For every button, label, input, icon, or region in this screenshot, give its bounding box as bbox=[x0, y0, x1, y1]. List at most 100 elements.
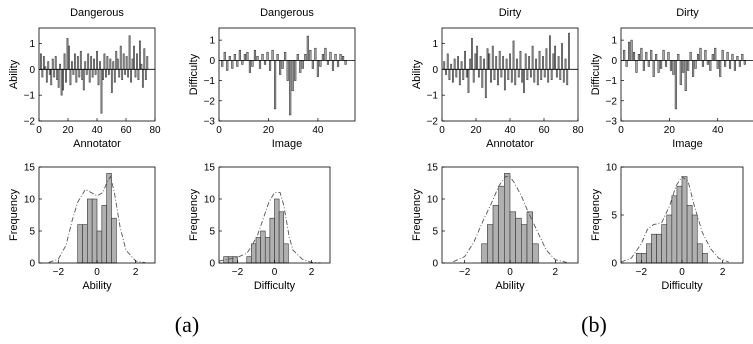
bar bbox=[465, 69, 468, 78]
y-tick-label: −3 bbox=[204, 117, 216, 128]
histogram-bar bbox=[82, 224, 88, 264]
bar bbox=[738, 60, 741, 67]
bar bbox=[131, 58, 134, 70]
bar bbox=[568, 32, 570, 70]
bar bbox=[140, 63, 143, 70]
bar bbox=[542, 56, 544, 70]
x-tick-label: 2 bbox=[133, 267, 139, 278]
bar bbox=[516, 58, 518, 70]
y-tick-label: 5 bbox=[29, 227, 35, 238]
bar bbox=[479, 56, 482, 70]
histogram-bar bbox=[671, 195, 678, 264]
chart-a4: −2 0 2 0 5 10 15 Difficulty Frequency bbox=[188, 163, 331, 292]
histogram-bar bbox=[526, 211, 533, 264]
bar bbox=[549, 35, 551, 70]
bar bbox=[562, 69, 565, 83]
bar bbox=[455, 69, 458, 78]
bar bbox=[339, 53, 342, 61]
bar bbox=[258, 60, 262, 69]
bar bbox=[115, 50, 118, 70]
x-axis-label: Annotator bbox=[73, 138, 121, 150]
bar bbox=[136, 53, 138, 70]
bar bbox=[103, 53, 106, 70]
x-axis-label: Ability bbox=[495, 280, 525, 292]
histogram-bar bbox=[111, 217, 117, 264]
bar bbox=[100, 69, 103, 114]
bar bbox=[469, 58, 472, 70]
chart-b3: −2 0 2 0 5 10 15 Ability Frequency bbox=[411, 163, 579, 292]
bar bbox=[71, 61, 73, 70]
bar bbox=[130, 69, 132, 83]
bar bbox=[540, 69, 543, 80]
bar bbox=[124, 69, 127, 75]
bar bbox=[291, 60, 294, 91]
bar bbox=[336, 60, 340, 67]
bar bbox=[119, 45, 122, 70]
histogram-bar bbox=[515, 217, 522, 264]
bar bbox=[443, 61, 446, 70]
bar bbox=[493, 69, 496, 80]
y-tick-label: 0 bbox=[432, 259, 438, 270]
bar bbox=[125, 56, 128, 70]
histogram-bar bbox=[481, 243, 488, 264]
bar bbox=[507, 69, 510, 80]
bar bbox=[73, 53, 76, 70]
histogram-bar bbox=[274, 198, 280, 264]
y-tick-label: 5 bbox=[611, 211, 617, 222]
bar bbox=[514, 69, 517, 86]
x-tick-label: 40 bbox=[504, 125, 516, 136]
histogram-bar bbox=[702, 253, 708, 264]
bar bbox=[509, 53, 511, 70]
x-tick-label: −2 bbox=[459, 267, 471, 278]
bar bbox=[448, 69, 451, 80]
bar bbox=[497, 69, 499, 86]
bar bbox=[637, 53, 640, 61]
y-tick-label: −3 bbox=[606, 117, 618, 128]
x-tick-label: 0 bbox=[618, 125, 624, 136]
bar bbox=[226, 60, 229, 71]
bar bbox=[241, 60, 244, 65]
bar bbox=[309, 49, 312, 61]
bar bbox=[314, 47, 317, 61]
bar bbox=[552, 53, 555, 70]
bar bbox=[236, 60, 239, 67]
bar bbox=[692, 60, 695, 77]
bar bbox=[319, 60, 322, 67]
y-axis-label: Frequency bbox=[8, 189, 20, 241]
bar bbox=[677, 53, 680, 61]
bar bbox=[645, 51, 648, 61]
y-axis-label: Ability bbox=[8, 59, 20, 89]
bar bbox=[344, 60, 347, 65]
bar bbox=[457, 56, 459, 70]
y-tick-label: −2 bbox=[427, 117, 439, 128]
y-tick-label: 1 bbox=[611, 36, 617, 47]
bar bbox=[286, 60, 289, 81]
bar bbox=[625, 60, 628, 67]
x-axis-label: Annotator bbox=[486, 138, 534, 150]
bar bbox=[118, 69, 121, 78]
bar bbox=[545, 48, 548, 70]
bar bbox=[324, 47, 327, 61]
y-tick-label: 1 bbox=[29, 39, 35, 50]
bar bbox=[304, 53, 307, 61]
y-tick-label: 10 bbox=[427, 195, 439, 206]
histogram-bar bbox=[232, 256, 238, 264]
bar bbox=[550, 69, 553, 80]
bar bbox=[714, 47, 717, 61]
histogram-bar bbox=[676, 185, 683, 264]
bar bbox=[105, 69, 107, 78]
bar bbox=[68, 45, 70, 70]
bar bbox=[687, 60, 690, 71]
histogram-bar bbox=[101, 205, 107, 264]
y-tick-label: 0 bbox=[432, 65, 438, 76]
bar bbox=[139, 40, 141, 70]
y-axis-label: Frequency bbox=[411, 189, 423, 241]
bar bbox=[523, 69, 525, 93]
density-curve bbox=[620, 175, 729, 263]
bar bbox=[231, 60, 234, 69]
bar bbox=[96, 50, 98, 70]
bar bbox=[42, 56, 45, 70]
x-tick-label: −2 bbox=[232, 267, 244, 278]
bar bbox=[682, 60, 685, 73]
y-tick-label: −1 bbox=[606, 76, 618, 87]
